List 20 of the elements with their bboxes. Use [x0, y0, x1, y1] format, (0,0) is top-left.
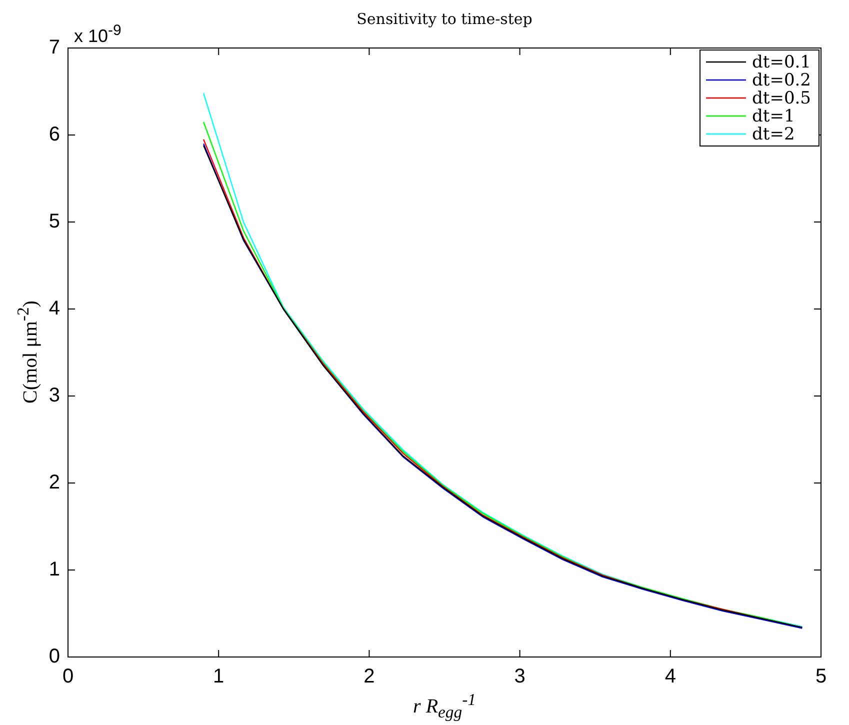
y-tick-label: 0: [48, 646, 60, 668]
legend-label: dt=2: [752, 124, 795, 144]
x-tick-label: 1: [213, 666, 224, 688]
y-tick-label: 5: [48, 210, 60, 233]
legend-label: dt=0.2: [752, 70, 812, 90]
y-tick-label: 3: [48, 384, 60, 407]
y-tick-label: 4: [48, 298, 60, 320]
legend-label: dt=1: [752, 106, 795, 126]
x-tick-label: 3: [514, 666, 526, 688]
x-tick-label: 2: [364, 666, 375, 688]
legend-label: dt=0.5: [752, 88, 812, 108]
x-tick-label: 4: [664, 666, 676, 688]
legend-label: dt=0.1: [752, 52, 812, 72]
y-tick-label: 1: [48, 558, 60, 581]
x-tick-label: 5: [815, 666, 827, 688]
y-tick-label: 7: [48, 36, 60, 59]
y-tick-label: 2: [48, 472, 60, 494]
y-tick-label: 6: [48, 124, 60, 146]
text: x 10$^{-9}$: [74, 22, 122, 47]
chart-title: Sensitivity to time-step: [356, 10, 532, 28]
